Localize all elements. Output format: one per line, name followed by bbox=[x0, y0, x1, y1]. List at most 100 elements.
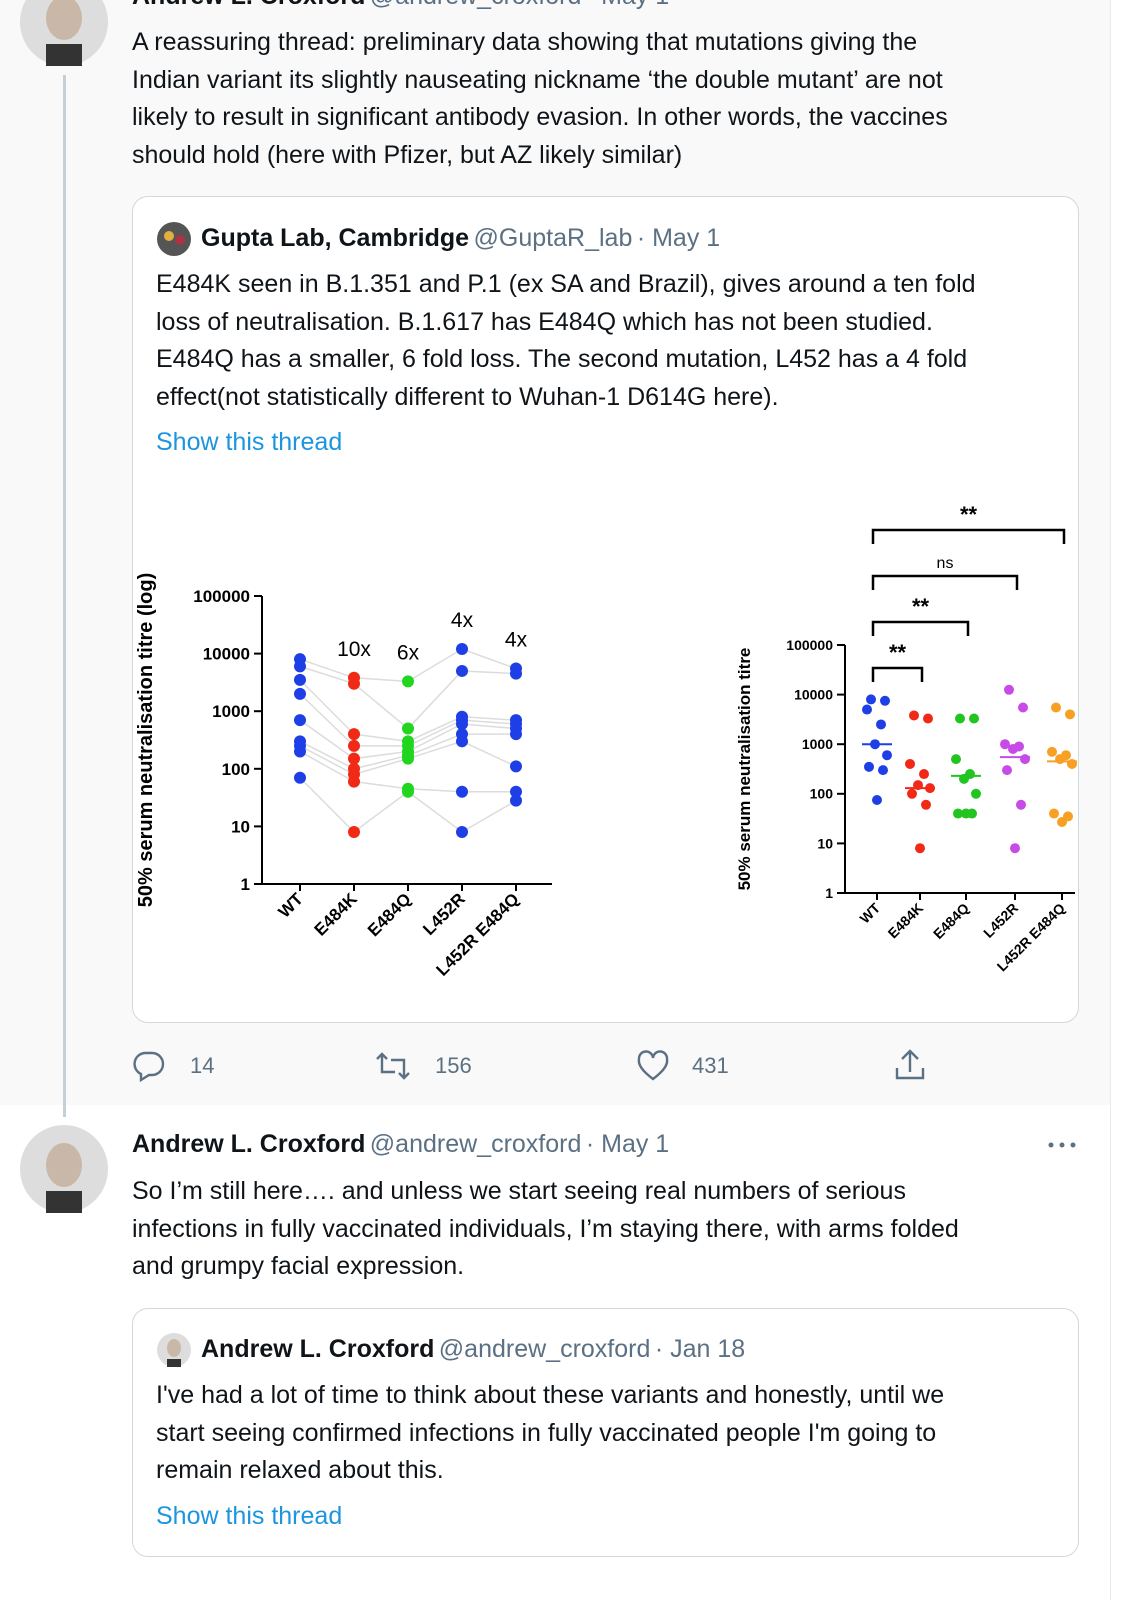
y-tick-label: 1000 bbox=[802, 736, 833, 752]
dot bbox=[1057, 817, 1067, 828]
dot bbox=[510, 794, 522, 807]
date[interactable]: May 1 bbox=[586, 1130, 669, 1158]
x-tick-label: E484K bbox=[311, 889, 362, 940]
author[interactable]: Andrew L. Croxford bbox=[132, 1130, 366, 1158]
handle[interactable]: @andrew_croxford bbox=[370, 0, 582, 10]
y-tick-label: 100 bbox=[810, 786, 834, 802]
fold-label: 4x bbox=[505, 629, 528, 652]
tweet-text: A reassuring thread: preliminary data sh… bbox=[132, 24, 948, 174]
more-menu[interactable] bbox=[1045, 1135, 1079, 1155]
y-axis-label: 50% serum neutralisation titre bbox=[735, 648, 754, 891]
dot bbox=[915, 843, 925, 854]
significance-label: ns bbox=[937, 555, 954, 572]
y-tick-label: 10000 bbox=[203, 645, 250, 664]
dot bbox=[876, 719, 886, 730]
significance-label: ** bbox=[889, 640, 907, 665]
dot bbox=[456, 643, 468, 656]
text-line: remain relaxed about this. bbox=[156, 1456, 444, 1484]
dot bbox=[866, 694, 876, 705]
dot bbox=[294, 771, 306, 784]
dot bbox=[402, 752, 414, 765]
reply-icon[interactable] bbox=[133, 1050, 165, 1082]
text-line: and grumpy facial expression. bbox=[132, 1252, 465, 1280]
x-tick-label: E484Q bbox=[364, 889, 415, 940]
dot bbox=[1016, 799, 1026, 810]
y-tick-label: 1 bbox=[825, 885, 833, 901]
dot bbox=[348, 728, 360, 741]
dot bbox=[456, 717, 468, 730]
column-border bbox=[1110, 0, 1111, 1600]
thread-line bbox=[63, 75, 66, 1117]
date: May 1 bbox=[637, 224, 720, 252]
tweet-text: So I’m still here…. and unless we start … bbox=[132, 1173, 959, 1286]
dot bbox=[953, 808, 963, 819]
dot bbox=[955, 713, 965, 724]
dot bbox=[348, 775, 360, 788]
y-tick-label: 10 bbox=[231, 817, 250, 836]
dot bbox=[348, 739, 360, 752]
y-tick-label: 100000 bbox=[786, 637, 833, 653]
dot bbox=[907, 788, 917, 799]
handle[interactable]: @andrew_croxford bbox=[369, 1130, 582, 1158]
text-line: A reassuring thread: preliminary data sh… bbox=[132, 28, 918, 56]
dot bbox=[510, 728, 522, 741]
text-line: loss of neutralisation. B.1.617 has E484… bbox=[156, 307, 933, 336]
quote-avatar bbox=[157, 1333, 191, 1367]
dot bbox=[1008, 744, 1018, 755]
avatar[interactable] bbox=[20, 0, 108, 66]
tweet-header: Andrew L. Croxford @andrew_croxford May … bbox=[132, 1130, 669, 1159]
dot bbox=[402, 675, 414, 688]
dot bbox=[919, 769, 929, 780]
significance-bracket bbox=[871, 666, 924, 682]
author: Andrew L. Croxford bbox=[201, 1335, 435, 1363]
quote-text: I've had a lot of time to think about th… bbox=[156, 1377, 944, 1535]
x-tick-label: L452R bbox=[419, 889, 469, 939]
dot bbox=[510, 667, 522, 680]
y-tick-label: 1000 bbox=[212, 702, 250, 721]
significance-label: ** bbox=[960, 502, 978, 527]
dot bbox=[921, 799, 931, 810]
dot bbox=[1010, 843, 1020, 854]
show-thread-link[interactable]: Show this thread bbox=[156, 428, 343, 456]
dot bbox=[923, 713, 933, 724]
dot bbox=[456, 785, 468, 798]
share-icon[interactable] bbox=[893, 1048, 927, 1082]
show-thread-link[interactable]: Show this thread bbox=[156, 1501, 343, 1530]
dot bbox=[348, 677, 360, 690]
quoted-tweet[interactable] bbox=[132, 1308, 1079, 1557]
y-tick-label: 100 bbox=[222, 760, 250, 779]
dot bbox=[294, 714, 306, 727]
text-line: Indian variant its slightly nauseating n… bbox=[132, 65, 943, 94]
text-line: likely to result in significant antibody… bbox=[132, 103, 948, 131]
y-tick-label: 10 bbox=[817, 835, 833, 851]
x-tick-label: E484Q bbox=[930, 900, 972, 942]
quoted-tweet[interactable] bbox=[132, 196, 1079, 1023]
fold-label: 4x bbox=[451, 609, 474, 632]
handle: @GuptaR_lab bbox=[473, 224, 633, 252]
date[interactable]: May 1 bbox=[586, 0, 669, 10]
dot bbox=[294, 673, 306, 686]
author: Gupta Lab, Cambridge bbox=[201, 224, 470, 252]
x-tick-label: WT bbox=[275, 889, 308, 922]
x-tick-label: L452R bbox=[980, 900, 1021, 941]
retweet-icon[interactable] bbox=[374, 1050, 412, 1082]
dot bbox=[456, 825, 468, 838]
author[interactable]: Andrew L. Croxford bbox=[132, 0, 365, 10]
dot bbox=[961, 808, 971, 819]
fold-label: 6x bbox=[397, 641, 420, 664]
like-icon[interactable] bbox=[636, 1050, 670, 1082]
like-count: 431 bbox=[692, 1053, 729, 1078]
dot bbox=[348, 825, 360, 838]
dot bbox=[971, 788, 981, 799]
dot bbox=[1049, 808, 1059, 819]
dot bbox=[862, 704, 872, 715]
dot bbox=[909, 710, 919, 721]
dot bbox=[1020, 754, 1030, 765]
text-line: effect(not statistically different to Wu… bbox=[156, 382, 779, 411]
avatar[interactable] bbox=[20, 1125, 108, 1213]
dot bbox=[1002, 765, 1012, 776]
dot bbox=[878, 765, 888, 776]
quote-header: Gupta Lab, Cambridge @GuptaR_lab May 1 bbox=[201, 224, 720, 253]
y-tick-label: 100000 bbox=[193, 587, 250, 606]
text-line: I've had a lot of time to think about th… bbox=[156, 1381, 945, 1409]
